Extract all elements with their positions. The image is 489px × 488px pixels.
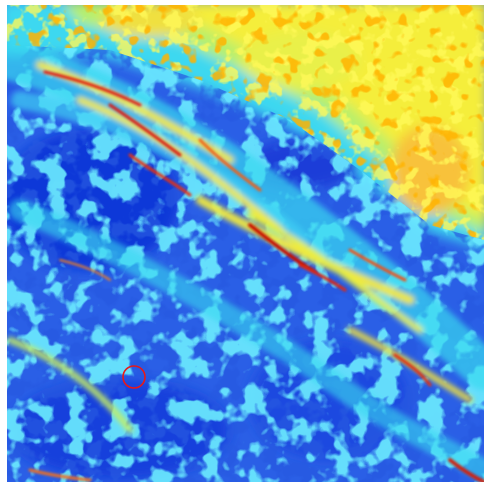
heatmap xyxy=(0,0,489,482)
page xyxy=(0,0,489,488)
heatmap-image xyxy=(0,0,489,488)
